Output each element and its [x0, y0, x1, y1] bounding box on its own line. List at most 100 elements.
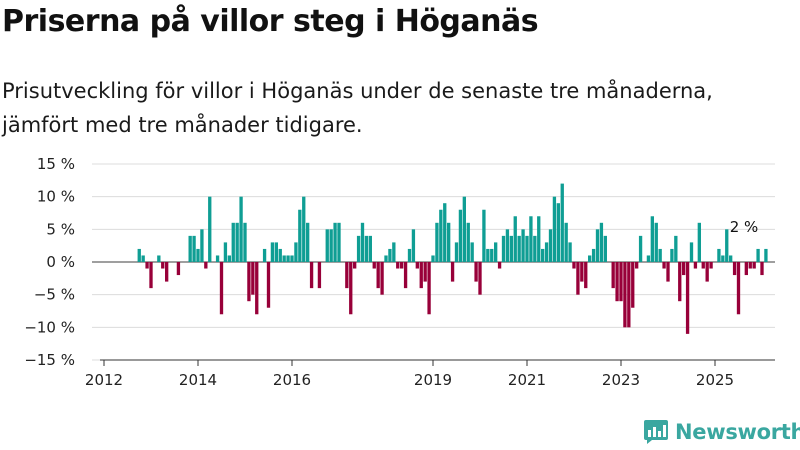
bar: [548, 229, 553, 262]
bar: [176, 262, 181, 276]
bar: [317, 262, 322, 289]
bar: [333, 222, 337, 262]
bar: [560, 183, 564, 262]
bar: [231, 222, 235, 262]
bar: [752, 262, 756, 269]
bar: [298, 209, 302, 262]
bar: [290, 255, 294, 262]
x-tick-label: 2025: [696, 371, 734, 389]
bar: [635, 262, 639, 269]
bar: [255, 262, 259, 315]
bar: [513, 216, 517, 262]
bar: [200, 229, 204, 262]
bar: [337, 222, 341, 262]
bar: [400, 262, 404, 269]
bar: [627, 262, 631, 328]
bar: [654, 222, 658, 262]
bar: [251, 262, 255, 295]
bar: [423, 262, 427, 282]
bar: [729, 255, 733, 262]
bar: [568, 242, 572, 262]
bar: [353, 262, 357, 269]
bar: [697, 222, 701, 262]
bar: [576, 262, 580, 295]
bar: [732, 262, 737, 276]
bar: [219, 262, 224, 315]
newsworthy-logo[interactable]: Newsworthy: [643, 419, 800, 445]
bar: [595, 229, 600, 262]
bar: [223, 242, 228, 262]
x-tick-label: 2019: [414, 371, 452, 389]
y-tick-label: −15 %: [24, 351, 75, 369]
bar: [501, 235, 506, 262]
bar: [619, 262, 623, 302]
bar-chart: 15 %10 %5 %0 %−5 %−10 %−15 % 2012 2014 201…: [24, 155, 775, 389]
bar: [748, 262, 752, 269]
bar: [505, 229, 510, 262]
bar: [705, 262, 709, 282]
latest-value-annotation: 2 %: [730, 218, 759, 236]
y-tick-label: −5 %: [34, 286, 75, 304]
bar: [439, 209, 443, 262]
bar: [572, 262, 576, 269]
x-axis: 2012 2014 2016 2019 2021 2023 2025: [85, 359, 775, 389]
bar: [329, 229, 333, 262]
y-axis-labels: 15 % 10 % 5 % 0 % −5 % −10 % −15 %: [24, 155, 75, 369]
bar: [196, 248, 200, 262]
bar: [631, 262, 635, 308]
y-tick-label: 15 %: [37, 155, 75, 173]
bar: [227, 255, 231, 262]
bar: [450, 262, 455, 282]
bar: [537, 216, 541, 262]
bar: [262, 248, 267, 262]
bar: [591, 248, 596, 262]
bar: [709, 262, 713, 269]
bar: [411, 229, 416, 262]
bar: [419, 262, 423, 289]
bar: [721, 255, 725, 262]
bar: [470, 242, 474, 262]
bar: [611, 262, 615, 289]
bar: [286, 255, 290, 262]
bar: [682, 262, 686, 276]
bar: [662, 262, 666, 269]
bar: [435, 222, 439, 262]
bar: [462, 196, 466, 262]
bars: [137, 183, 768, 334]
bar: [760, 262, 764, 276]
bar: [588, 255, 592, 262]
bar: [306, 222, 310, 262]
bar: [725, 229, 729, 262]
bar: [431, 255, 435, 262]
bar: [658, 248, 662, 262]
x-tick-label: 2016: [273, 371, 311, 389]
bar: [764, 248, 768, 262]
bar: [274, 242, 278, 262]
bar: [192, 235, 196, 262]
bar: [744, 262, 748, 276]
bar: [599, 222, 604, 262]
bar: [141, 255, 145, 262]
bar: [509, 235, 513, 262]
bar: [482, 209, 486, 262]
bar: [544, 242, 549, 262]
bar: [650, 216, 654, 262]
bar: [689, 242, 694, 262]
x-tick-label: 2014: [179, 371, 217, 389]
bar: [407, 248, 412, 262]
bar: [486, 248, 490, 262]
bar: [564, 222, 568, 262]
bar: [325, 229, 329, 262]
bar: [638, 235, 643, 262]
bar: [372, 262, 376, 269]
bar: [364, 235, 369, 262]
bar: [646, 255, 651, 262]
bar: [458, 209, 463, 262]
bar: [454, 242, 459, 262]
bar: [427, 262, 431, 315]
bar: [145, 262, 149, 269]
newsworthy-logo-icon: [644, 420, 668, 444]
bar: [497, 262, 502, 269]
bar: [517, 235, 521, 262]
bar: [380, 262, 384, 295]
